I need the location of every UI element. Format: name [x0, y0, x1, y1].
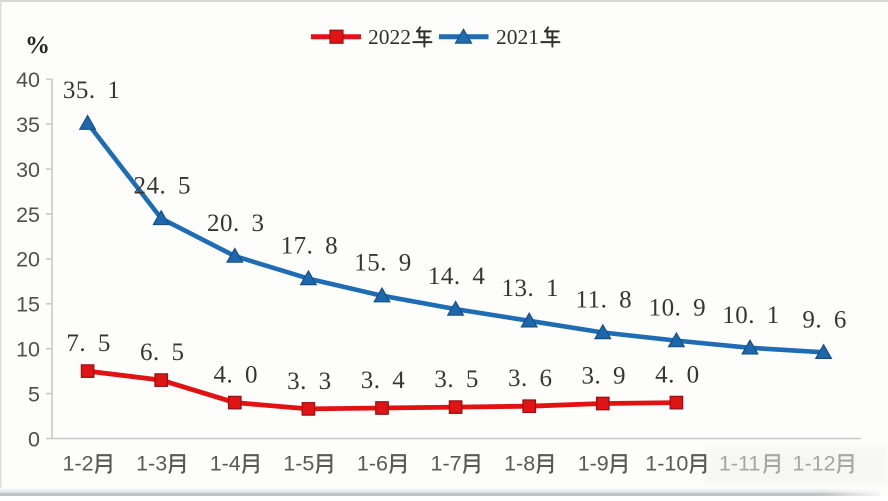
svg-text:1-12: 1-12 [793, 452, 836, 476]
svg-text:20. 3: 20. 3 [207, 210, 265, 237]
svg-text:1-4: 1-4 [210, 452, 241, 476]
svg-text:10: 10 [16, 338, 40, 362]
svg-text:1-10: 1-10 [645, 452, 688, 476]
svg-text:11. 8: 11. 8 [576, 287, 633, 314]
svg-text:35: 35 [16, 113, 40, 137]
svg-text:14. 4: 14. 4 [428, 263, 486, 290]
svg-text:3. 9: 3. 9 [582, 363, 627, 390]
svg-text:25: 25 [16, 203, 40, 227]
svg-text:9. 6: 9. 6 [802, 306, 847, 333]
svg-text:1-8: 1-8 [504, 452, 535, 476]
svg-text:1-9: 1-9 [578, 452, 609, 476]
svg-text:15. 9: 15. 9 [354, 250, 412, 277]
svg-text:30: 30 [16, 158, 40, 182]
svg-text:2021: 2021 [496, 25, 539, 49]
svg-text:15: 15 [16, 293, 40, 317]
svg-text:4. 0: 4. 0 [214, 362, 259, 389]
svg-text:40: 40 [16, 68, 40, 92]
svg-text:6. 5: 6. 5 [140, 339, 185, 366]
svg-text:1-2: 1-2 [63, 452, 94, 476]
svg-text:24. 5: 24. 5 [133, 172, 191, 199]
svg-text:0: 0 [28, 427, 40, 451]
svg-text:%: % [25, 32, 50, 59]
svg-text:2022: 2022 [368, 25, 411, 49]
svg-text:1-6: 1-6 [357, 452, 388, 476]
svg-text:35. 1: 35. 1 [63, 77, 121, 104]
svg-text:10. 1: 10. 1 [722, 302, 780, 329]
svg-text:1-7: 1-7 [431, 452, 462, 476]
svg-text:1-5: 1-5 [283, 452, 314, 476]
svg-text:3. 3: 3. 3 [287, 368, 332, 395]
svg-text:4. 0: 4. 0 [655, 362, 700, 389]
svg-text:7. 5: 7. 5 [66, 330, 111, 357]
svg-text:3. 4: 3. 4 [361, 367, 406, 394]
svg-text:3. 5: 3. 5 [434, 366, 479, 393]
svg-text:1-3: 1-3 [136, 452, 167, 476]
svg-text:5: 5 [28, 382, 40, 406]
svg-text:20: 20 [16, 248, 40, 272]
svg-text:3. 6: 3. 6 [508, 365, 553, 392]
svg-text:10. 9: 10. 9 [649, 295, 707, 322]
svg-text:1-11: 1-11 [719, 452, 760, 476]
svg-text:17. 8: 17. 8 [281, 233, 339, 260]
svg-text:13. 1: 13. 1 [501, 275, 559, 302]
